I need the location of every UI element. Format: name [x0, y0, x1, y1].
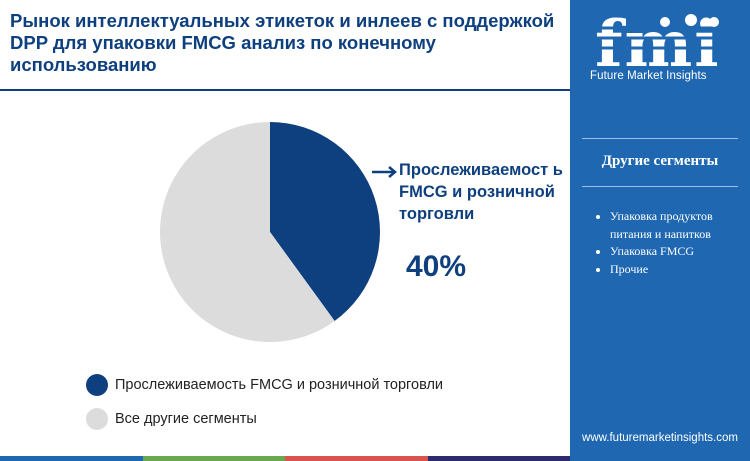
pie-chart [159, 122, 380, 342]
color-bar-segment [427, 456, 570, 461]
sidebar: fmi Future Market Insights Другие сегмен… [570, 0, 750, 461]
fmi-logo: fmi [595, 7, 727, 82]
sidebar-heading: Другие сегменты [601, 153, 719, 169]
title-divider [0, 89, 570, 91]
svg-text:fmi: fmi [595, 7, 721, 82]
color-bar-segment [142, 456, 285, 461]
callout-value: 40% [406, 250, 467, 283]
legend-swatch-primary [86, 374, 108, 396]
brand-name: Future Market Insights [590, 70, 707, 82]
sidebar-divider [582, 186, 738, 187]
list-item: Упаковка FMCG [610, 243, 732, 261]
list-item: Упаковка продуктов питания и напитков [610, 208, 732, 243]
callout-label: Прослеживаемост ь FMCG и розничной торго… [399, 161, 563, 223]
page-title: Рынок интеллектуальных этикеток и инлеев… [10, 10, 555, 75]
website-link[interactable]: www.futuremarketinsights.com [582, 432, 738, 444]
bottom-color-bar [0, 456, 570, 461]
legend-item: Все другие сегменты [86, 406, 443, 432]
pie-slice-fmcg-retail [270, 122, 380, 321]
color-bar-segment [0, 456, 143, 461]
legend-swatch-other [86, 408, 108, 430]
pie-slice-other-segments [159, 122, 335, 342]
chart-legend: Прослеживаемость FMCG и розничной торгов… [86, 372, 443, 440]
main-panel: Рынок интеллектуальных этикеток и инлеев… [0, 10, 570, 461]
legend-item: Прослеживаемость FMCG и розничной торгов… [86, 372, 443, 398]
callout-arrow-icon [372, 166, 397, 178]
legend-label: Все другие сегменты [115, 411, 257, 427]
list-item: Прочие [610, 261, 732, 279]
color-bar-segment [285, 456, 428, 461]
legend-label: Прослеживаемость FMCG и розничной торгов… [115, 377, 444, 393]
segment-list: Упаковка продуктов питания и напитков Уп… [594, 208, 732, 278]
sidebar-divider [582, 138, 738, 139]
